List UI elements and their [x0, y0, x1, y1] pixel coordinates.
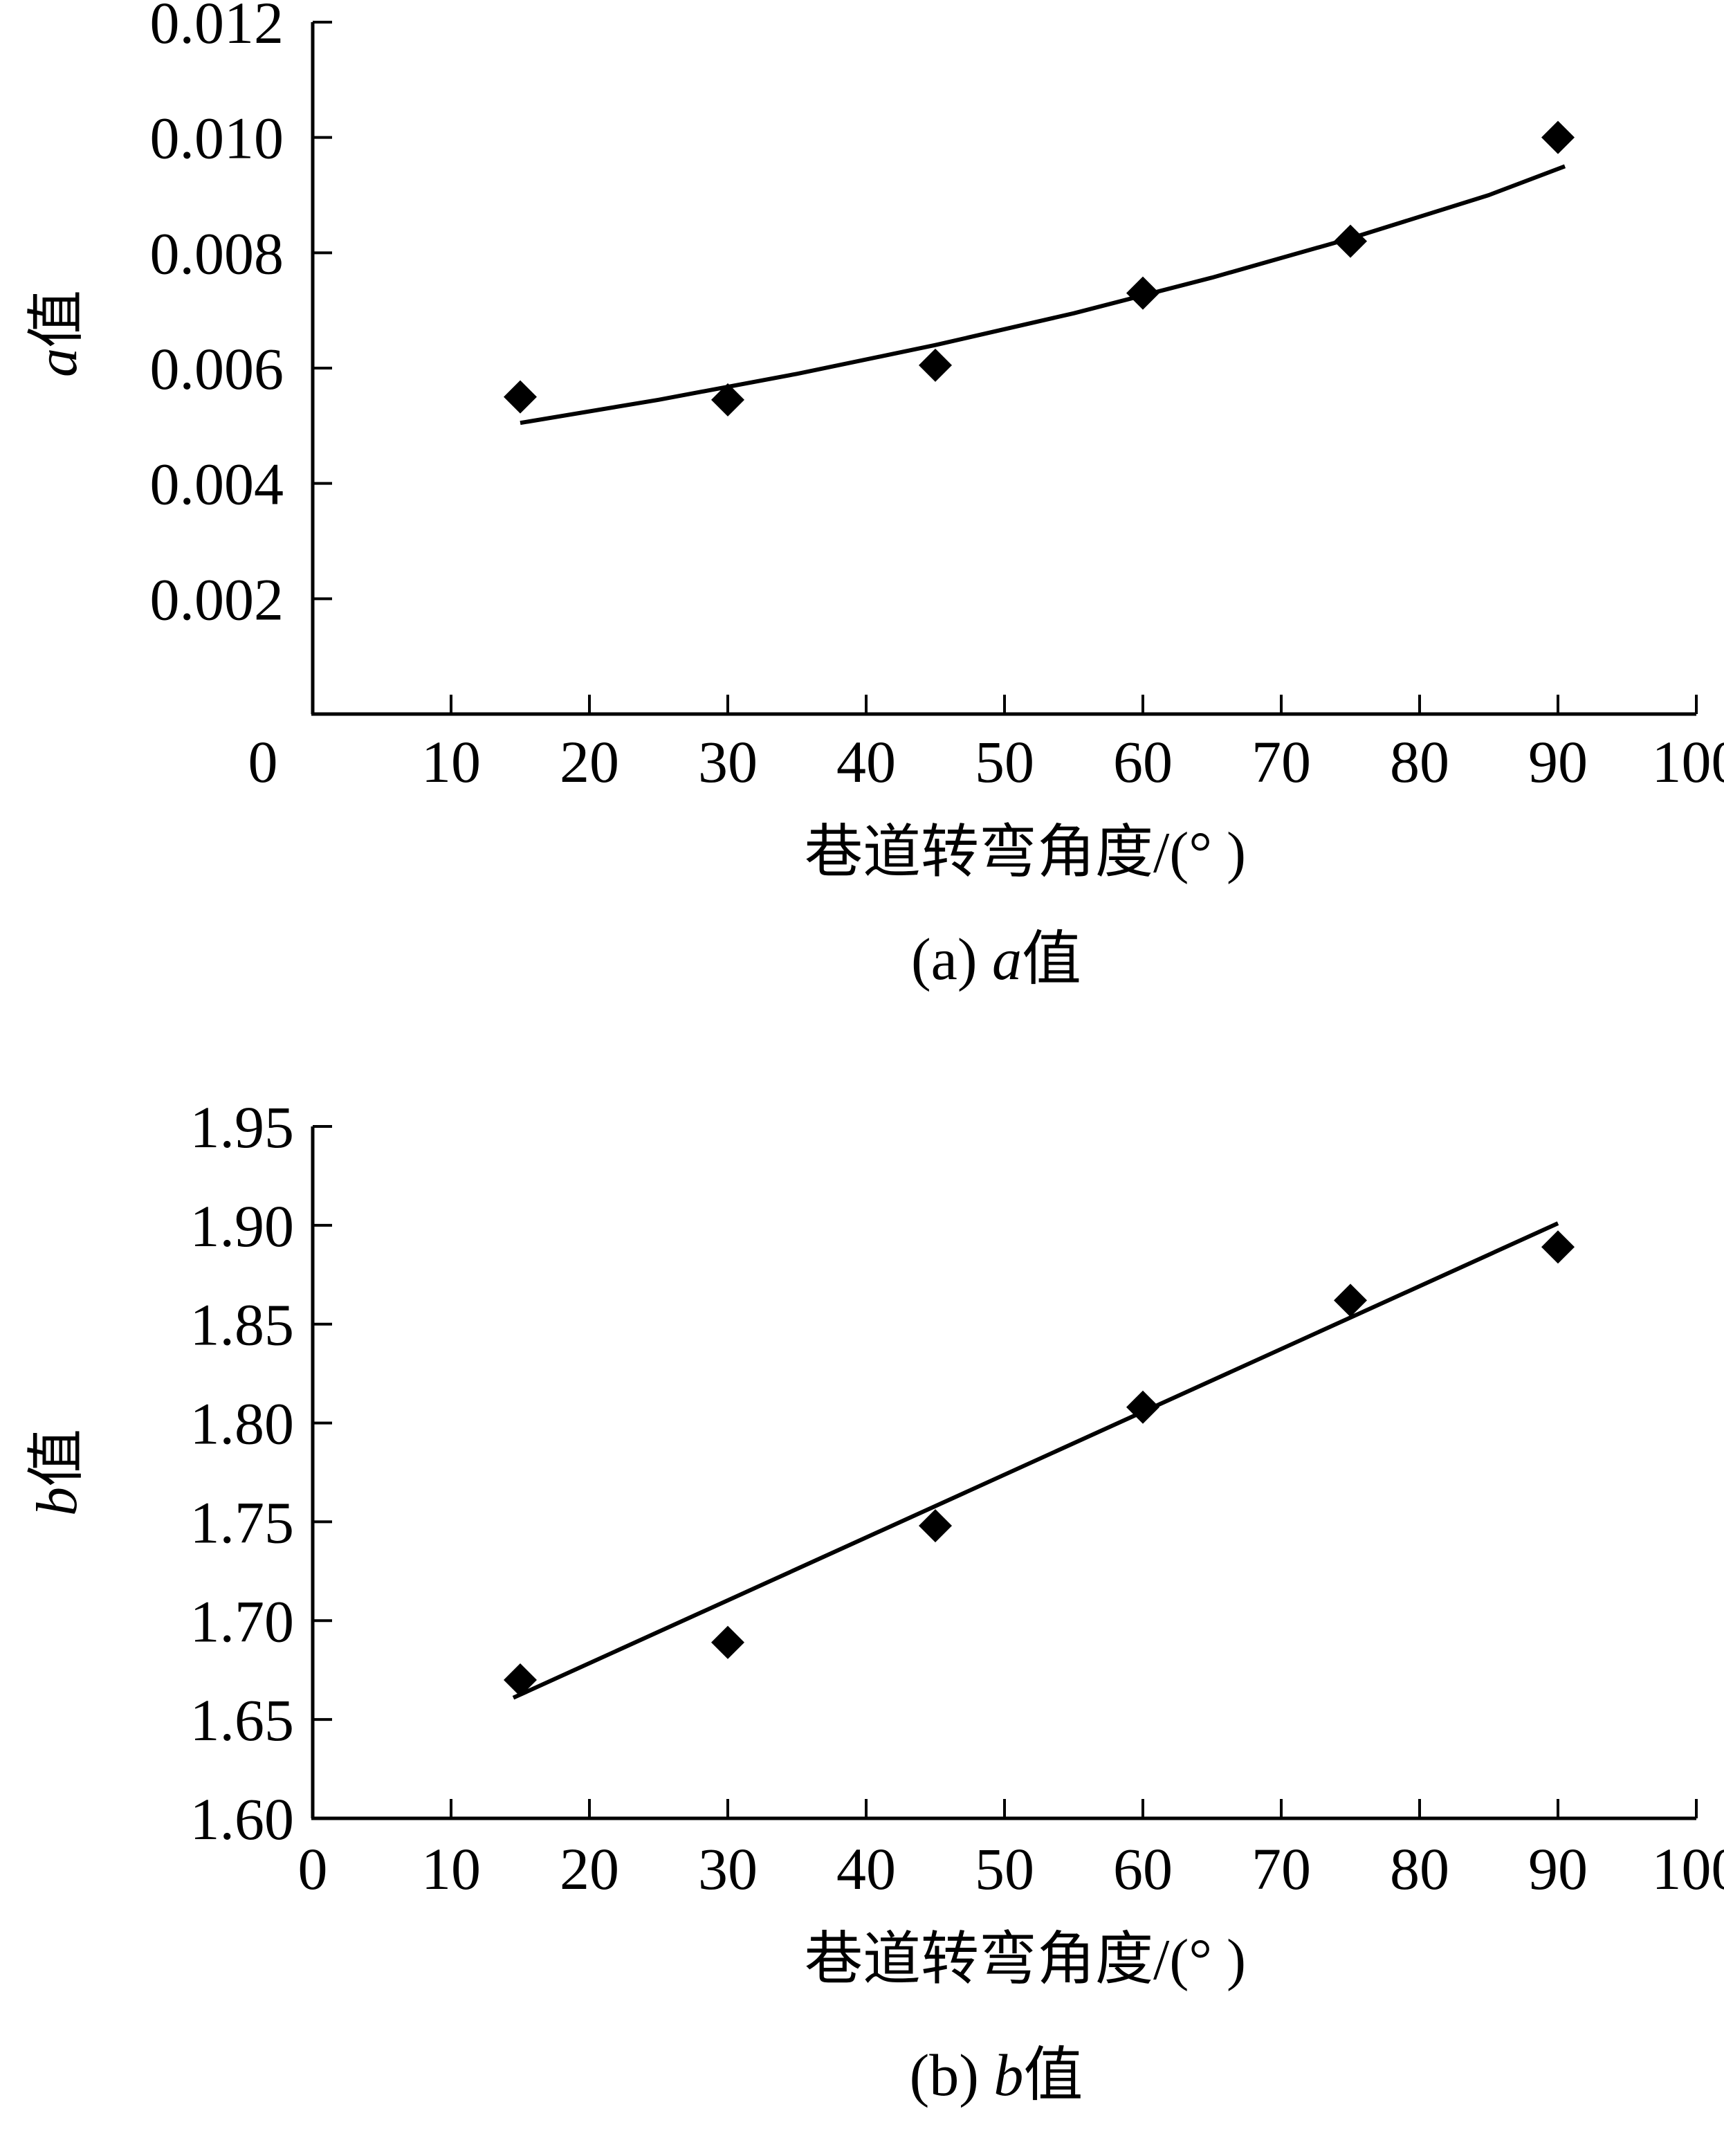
chart-panel-b: 0 10 20 30 40 50 60 70 80 90 100 1.60 1.65 1.70 1.75 1.…	[25, 1094, 1724, 2108]
data-point	[1541, 1230, 1575, 1264]
y-axis-title-var: a	[25, 348, 89, 377]
caption-suffix: 值	[1022, 926, 1081, 992]
x-tick-label: 100	[1652, 1836, 1724, 1902]
x-tick-label: 60	[1113, 729, 1173, 795]
data-point	[919, 1509, 952, 1543]
x-tick-label: 40	[836, 1836, 896, 1902]
x-tick-label: 20	[560, 1836, 619, 1902]
y-axis-title-var: b	[25, 1487, 89, 1516]
y-tick-label: 1.65	[190, 1687, 295, 1753]
x-tick-label: 50	[975, 1836, 1034, 1902]
x-tick-label: 100	[1652, 729, 1724, 795]
chart-panel-a: 0 10 20 30 40 50 60 70 80 90 100 0.002 0.004 0.006 0.0…	[25, 0, 1724, 992]
caption-suffix: 值	[1023, 2042, 1083, 2108]
y-axis-title: b值	[25, 1429, 89, 1516]
x-tick-label: 0	[298, 1836, 328, 1902]
x-tick-label: 70	[1251, 729, 1311, 795]
caption-var: a	[992, 926, 1022, 992]
y-tick-label: 0.008	[150, 220, 284, 286]
y-axis-title: a值	[25, 290, 89, 377]
y-tick-label: 0.004	[150, 451, 284, 518]
data-point	[711, 1625, 744, 1659]
y-axis-title-suffix: 值	[25, 290, 89, 348]
x-axis-title: 巷道转弯角度/(° )	[805, 1928, 1246, 1992]
data-point	[504, 1663, 537, 1697]
x-tick-label: 30	[698, 1836, 758, 1902]
y-tick-label: 0.012	[150, 0, 284, 56]
panel-caption: (a) a值	[911, 926, 1081, 992]
y-tick-label: 1.80	[190, 1391, 295, 1457]
x-tick-label: 10	[421, 1836, 481, 1902]
panel-caption: (b) b值	[910, 2042, 1083, 2108]
x-tick-label: 40	[836, 729, 896, 795]
y-tick-label: 1.75	[190, 1489, 295, 1555]
x-tick-label: 50	[975, 729, 1034, 795]
data-point	[1334, 1283, 1367, 1317]
y-tick-label: 1.60	[190, 1786, 295, 1852]
x-tick-label: 90	[1528, 729, 1588, 795]
data-point	[1334, 224, 1367, 258]
x-tick-label: 20	[560, 729, 619, 795]
y-tick-label: 0.010	[150, 105, 284, 172]
data-point	[1126, 1390, 1159, 1424]
y-tick-label: 1.70	[190, 1588, 295, 1654]
fit-line	[520, 164, 1566, 426]
fit-line	[512, 1221, 1559, 1700]
y-tick-label: 0.006	[150, 336, 284, 402]
x-tick-label: 80	[1390, 1836, 1449, 1902]
x-tick-label: 60	[1113, 1836, 1173, 1902]
data-point	[711, 383, 744, 417]
x-tick-label: 90	[1528, 1836, 1588, 1902]
y-tick-label: 0.002	[150, 566, 284, 632]
caption-prefix: (b)	[910, 2042, 994, 2108]
caption-var: b	[993, 2042, 1023, 2108]
y-tick-label: 1.95	[190, 1094, 295, 1160]
y-tick-label: 1.85	[190, 1292, 295, 1358]
x-tick-label: 10	[421, 729, 481, 795]
x-tick-label: 30	[698, 729, 758, 795]
x-tick-label: 70	[1251, 1836, 1311, 1902]
y-tick-label: 1.90	[190, 1193, 295, 1259]
data-point	[1541, 120, 1575, 154]
x-tick-label: 80	[1390, 729, 1449, 795]
data-point	[1126, 276, 1159, 310]
x-axis-title: 巷道转弯角度/(° )	[805, 821, 1246, 885]
caption-prefix: (a)	[911, 926, 992, 992]
x-tick-label: 0	[248, 729, 278, 795]
y-axis-title-suffix: 值	[25, 1429, 89, 1487]
data-point	[504, 380, 537, 414]
data-point	[919, 348, 952, 382]
